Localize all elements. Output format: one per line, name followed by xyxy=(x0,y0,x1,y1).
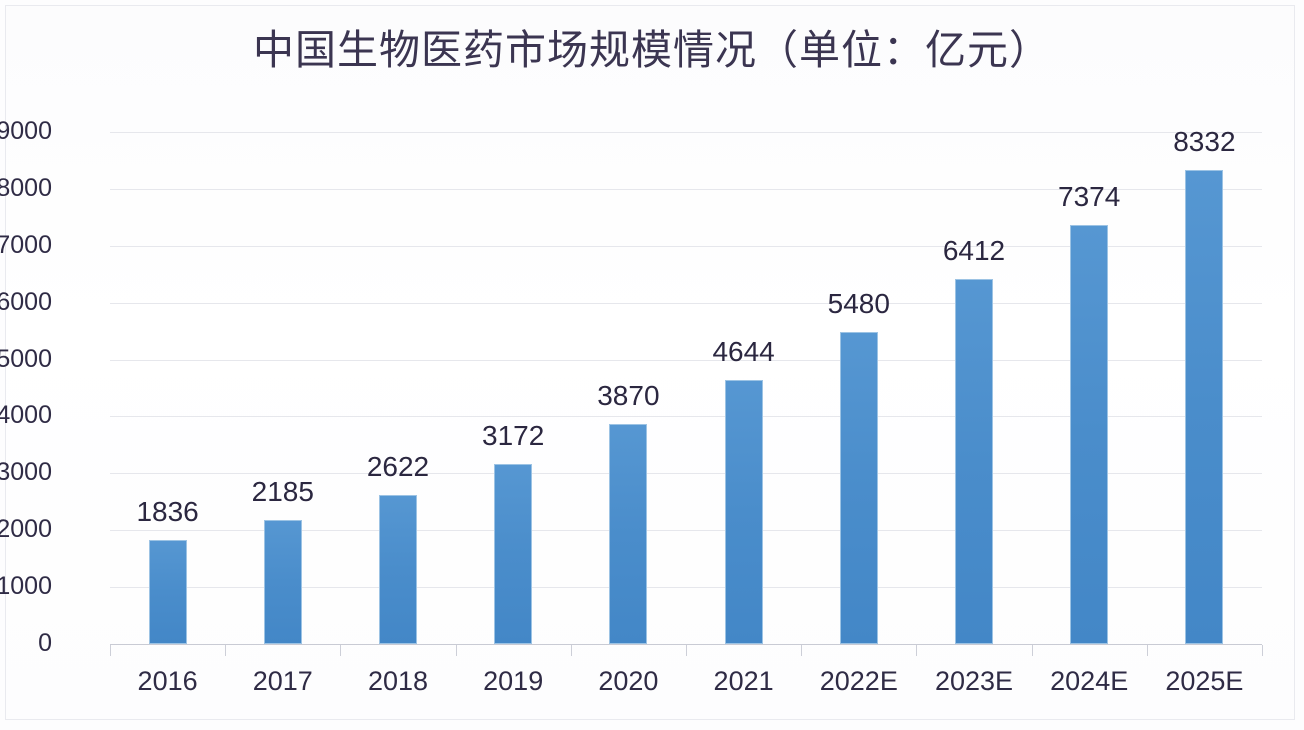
bar-value-label: 5480 xyxy=(827,288,890,320)
y-axis-tick-label: 5000 xyxy=(0,344,52,373)
x-axis-tick-mark xyxy=(1146,645,1148,656)
y-axis-tick-label: 4000 xyxy=(0,401,52,430)
bar-value-label: 3172 xyxy=(482,419,545,451)
y-axis-tick-label: 3000 xyxy=(0,458,52,487)
bar[interactable] xyxy=(1070,224,1109,644)
x-axis-category-label: 2025E xyxy=(1165,666,1244,696)
x-axis-tick-mark xyxy=(340,645,342,656)
y-axis-tick-label: 0 xyxy=(38,629,52,657)
bar-value-label: 1836 xyxy=(136,495,199,527)
gridline xyxy=(110,132,1262,133)
bar[interactable] xyxy=(839,332,878,644)
x-axis-tick-mark xyxy=(225,645,227,656)
x-axis-category-label: 2021 xyxy=(713,666,774,696)
bar[interactable] xyxy=(609,423,648,644)
bar-value-label: 3870 xyxy=(597,379,660,411)
gridline xyxy=(110,188,1262,190)
gridline xyxy=(110,587,1262,589)
x-axis-tick-mark xyxy=(916,645,918,656)
y-axis-tick-label: 1000 xyxy=(0,572,52,601)
bar[interactable] xyxy=(379,494,417,644)
chart-title: 中国生物医药市场规模情况（单位：亿元） xyxy=(253,26,1051,74)
x-axis-category-label: 2024E xyxy=(1050,666,1129,696)
x-axis-category-label: 2016 xyxy=(137,666,198,696)
x-axis-tick-mark xyxy=(110,645,111,656)
y-axis-tick-label: 7000 xyxy=(0,230,52,259)
gridline xyxy=(110,359,1262,361)
x-axis-category-label: 2018 xyxy=(367,666,429,696)
bar-value-label: 6412 xyxy=(942,235,1006,267)
x-axis-tick-mark xyxy=(686,645,687,656)
x-axis-category-label: 2023E xyxy=(934,666,1014,696)
gridline xyxy=(110,416,1262,418)
bar[interactable] xyxy=(724,379,763,644)
y-axis-tick-label: 8000 xyxy=(0,173,52,202)
x-axis-tick-mark xyxy=(1031,645,1033,656)
bar[interactable] xyxy=(955,279,993,644)
x-axis-category-label: 2022E xyxy=(819,666,898,696)
gridline xyxy=(110,473,1262,475)
y-axis-tick-label: 6000 xyxy=(0,287,52,316)
x-axis-tick-mark xyxy=(1262,645,1263,656)
bar-value-label: 8332 xyxy=(1173,126,1236,157)
gridline xyxy=(110,530,1262,532)
bar-value-label: 2185 xyxy=(251,475,314,507)
bar[interactable] xyxy=(148,539,187,644)
gridline xyxy=(110,245,1262,247)
bar[interactable] xyxy=(1185,170,1224,644)
x-axis-tick-mark xyxy=(455,645,457,656)
x-axis-category-label: 2019 xyxy=(483,666,544,696)
plot-area: 9000 8000 7000 6000 5000 4000 3000 2000 1000 0 xyxy=(0,119,1262,656)
y-axis-tick-label: 2000 xyxy=(0,515,52,544)
x-axis-category-label: 2017 xyxy=(252,666,313,696)
x-axis-category-label: 2020 xyxy=(598,666,659,696)
bar[interactable] xyxy=(263,519,302,644)
x-axis-tick-mark xyxy=(801,645,803,656)
bar-value-label: 7374 xyxy=(1058,180,1121,212)
bar-value-label: 4644 xyxy=(712,335,775,367)
x-axis-line xyxy=(110,644,1262,645)
gridline xyxy=(110,302,1262,304)
x-axis-tick-mark xyxy=(570,645,572,656)
bar[interactable] xyxy=(494,463,533,644)
y-axis-tick-label: 9000 xyxy=(0,117,52,145)
bar-value-label: 2622 xyxy=(366,450,430,482)
